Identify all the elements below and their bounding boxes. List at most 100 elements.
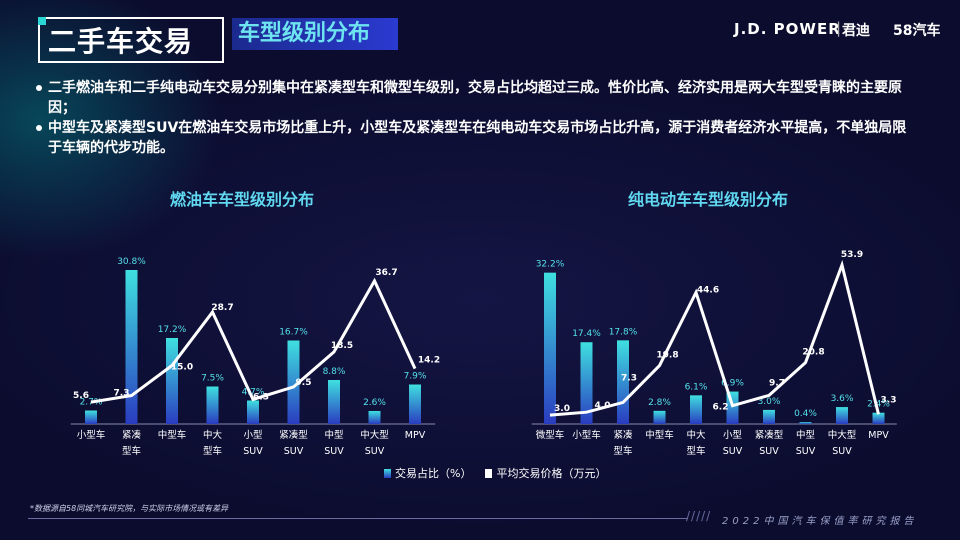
bar: [544, 272, 556, 424]
bar-data-label: 3.6%: [831, 394, 854, 404]
bar: [653, 410, 666, 424]
line-data-label: 44.6: [697, 285, 719, 295]
line-data-label: 6.2: [713, 403, 729, 413]
line-swatch-icon: [485, 468, 493, 478]
line-data-label: 53.9: [841, 250, 863, 260]
line-data-label: 9.7: [769, 378, 785, 388]
line-data-label: 9.5: [296, 378, 312, 388]
line-data-label: 15.0: [171, 363, 193, 373]
category-tick-label: 中大型: [828, 429, 857, 441]
footer-slashes: /////: [686, 509, 712, 523]
bar: [690, 395, 702, 424]
category-tick-label: 中型: [324, 429, 344, 441]
bar: [872, 412, 885, 424]
bar-data-label: 16.7%: [279, 328, 308, 338]
legend-bar-label: 交易占比（%）: [395, 467, 472, 480]
bar-data-label: 30.8%: [117, 257, 146, 267]
line-data-label: 28.7: [211, 303, 233, 313]
category-tick-label: SUV: [284, 446, 304, 457]
category-tick-label: SUV: [324, 446, 344, 457]
category-tick-label: 中型车: [645, 429, 674, 441]
bar: [368, 411, 381, 424]
bar-data-label: 0.4%: [794, 409, 817, 419]
price-line: [549, 259, 880, 417]
jd-power-logo: J.D. POWER: [734, 20, 841, 38]
report-name: 2022中国汽车保值率研究报告: [722, 516, 918, 527]
data-source-note: *数据源自58同城汽车研究院，与实际市场情况或有差异: [30, 504, 229, 513]
category-tick-label: SUV: [243, 446, 263, 457]
line-data-label: 7.3: [114, 389, 130, 399]
line-data-label: 4.0: [595, 401, 611, 411]
page-subtitle: 车型级别分布: [232, 18, 398, 50]
bar-data-label: 8.8%: [323, 367, 346, 377]
category-tick-label: 型车: [203, 445, 222, 457]
category-tick-label: 小型车: [572, 429, 601, 441]
category-tick-label: MPV: [405, 430, 426, 441]
bar-data-label: 2.6%: [363, 398, 386, 408]
category-tick-label: SUV: [832, 446, 852, 457]
58-auto-logo: 58汽车: [893, 23, 941, 39]
bar-swatch-icon: [384, 468, 391, 478]
chart-legend: 交易占比（%） 平均交易价格（万元）: [384, 465, 606, 481]
bar-data-label: 7.9%: [404, 372, 427, 382]
bar: [763, 409, 775, 424]
line-data-label: 19.8: [656, 351, 678, 361]
bar: [799, 422, 812, 424]
bar: [247, 400, 259, 424]
bar-data-label: 6.9%: [721, 379, 744, 389]
line-data-label: 5.6: [73, 391, 89, 401]
category-tick-label: 小型车: [77, 429, 106, 441]
category-tick-label: 型车: [122, 445, 141, 457]
bar: [328, 380, 340, 424]
bar-data-label: 7.5%: [201, 374, 224, 384]
bar-data-label: 6.1%: [685, 382, 708, 392]
ev-chart: 32.2% 17.4% 17.8% 2.8% 6.1% 6.9% 3.0% 0.4% 3.6% 2…: [531, 250, 897, 457]
legend-item-line: 平均交易价格（万元）: [485, 465, 606, 481]
category-tick-label: 中大型: [360, 429, 389, 441]
category-tick-label: SUV: [723, 446, 743, 457]
bar: [580, 342, 593, 424]
line-data-label: 7.3: [621, 373, 637, 383]
bar: [206, 386, 219, 424]
line-data-label: 3.3: [881, 395, 897, 405]
bar: [836, 407, 848, 424]
fuel-chart: 2.7%30.8%17.2%7.5%4.7%16.7%8.8%2.6%7.9%5…: [70, 257, 440, 457]
bar-data-label: 4.7%: [242, 388, 265, 398]
bar-data-label: 17.4%: [572, 329, 601, 339]
price-line: [90, 277, 417, 404]
bar: [85, 410, 97, 424]
title-frame: [38, 17, 224, 63]
category-tick-label: 紧凑: [613, 429, 633, 441]
category-tick-label: 中大: [203, 429, 223, 441]
bar: [125, 270, 138, 424]
line-data-label: 18.5: [331, 341, 353, 351]
category-tick-label: 小型: [723, 430, 743, 441]
category-tick-label: MPV: [868, 430, 889, 441]
category-tick-label: 紧凑: [122, 429, 142, 441]
line-data-label: 14.2: [418, 356, 440, 366]
bar-data-label: 32.2%: [536, 260, 565, 270]
category-tick-label: 中型: [796, 429, 816, 441]
fuel-chart-title: 燃油车车型级别分布: [170, 190, 315, 209]
line-data-label: 36.7: [375, 268, 397, 278]
bar-data-label: 3.0%: [758, 397, 781, 407]
category-tick-label: 型车: [613, 445, 632, 457]
line-data-label: 6.3: [253, 392, 269, 402]
bar-data-label: 2.8%: [648, 398, 671, 408]
jundi-logo: 君迪: [842, 23, 870, 39]
category-tick-label: 紧凑型: [755, 429, 784, 441]
summary-bullets: 二手燃油车和二手纯电动车交易分别集中在紧凑型车和微型车级别，交易占比均超过三成。…: [36, 78, 916, 158]
category-tick-label: 微型车: [536, 429, 565, 441]
legend-line-label: 平均交易价格（万元）: [496, 467, 607, 480]
bar-data-label: 17.8%: [609, 327, 638, 337]
category-tick-label: SUV: [759, 446, 779, 457]
logo-separator: |: [836, 19, 842, 37]
bar: [409, 384, 421, 424]
line-data-label: 3.0: [554, 404, 570, 414]
legend-item-bar: 交易占比（%）: [384, 465, 471, 481]
category-tick-label: 小型: [243, 430, 263, 441]
category-tick-label: SUV: [796, 446, 816, 457]
bullet-item: 中型车及紧凑型SUV在燃油车交易市场比重上升，小型车及紧凑型车在纯电动车交易市场…: [36, 118, 916, 158]
line-data-label: 20.8: [802, 348, 824, 358]
